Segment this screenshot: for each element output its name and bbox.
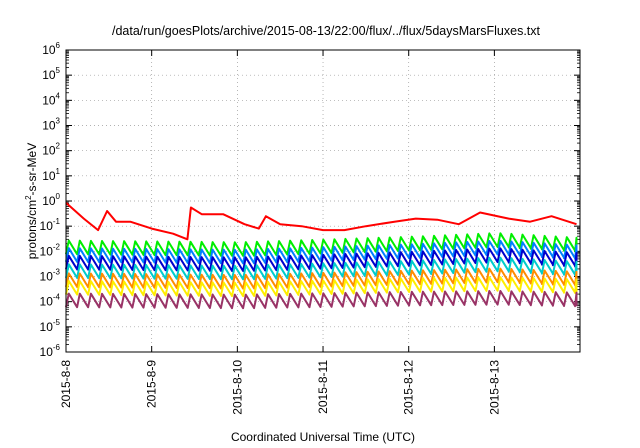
x-tick-label: 2015-8-13 xyxy=(487,360,501,415)
plot-frame xyxy=(65,49,581,353)
series-line-3 xyxy=(65,239,578,265)
series-line-2 xyxy=(65,232,578,257)
y-tick-label: 102 xyxy=(42,142,60,158)
x-tick-label: 2015-8-8 xyxy=(59,360,73,408)
y-tick-label: 104 xyxy=(42,91,60,107)
x-tick-label: 2015-8-10 xyxy=(230,360,244,415)
series-group xyxy=(65,202,578,310)
series-line-7 xyxy=(65,276,578,298)
y-tick-label: 10-1 xyxy=(40,217,61,233)
x-tick-label: 2015-8-12 xyxy=(402,360,416,415)
y-axis-label-suffix: -s-sr-MeV xyxy=(25,143,39,196)
y-tick-label: 105 xyxy=(42,66,60,82)
y-tick-label: 10-5 xyxy=(40,318,61,334)
series-line-1 xyxy=(65,202,577,241)
x-axis: 2015-8-8 2015-8-9 2015-8-10 2015-8-11 2015-8… xyxy=(59,50,501,415)
y-tick-label: 10-2 xyxy=(40,242,61,258)
y-tick-label: 10-6 xyxy=(40,343,61,359)
x-tick-label: 2015-8-11 xyxy=(316,360,330,414)
series-line-6 xyxy=(65,267,578,290)
series-line-8 xyxy=(65,290,578,310)
y-tick-label: 103 xyxy=(42,117,60,133)
x-axis-label: Coordinated Universal Time (UTC) xyxy=(231,430,415,444)
series-line-4 xyxy=(65,247,578,272)
y-tick-label: 100 xyxy=(42,192,60,208)
y-tick-label: 101 xyxy=(42,167,60,183)
y-tick-label: 10-4 xyxy=(40,293,61,309)
y-tick-label: 10-3 xyxy=(40,268,61,284)
series-line-5 xyxy=(65,256,578,281)
chart-title: /data/run/goesPlots/archive/2015-08-13/2… xyxy=(112,24,541,38)
y-axis-label: protons/cm2-s-sr-MeV xyxy=(24,143,39,259)
y-axis-label-prefix: protons/cm xyxy=(25,200,39,259)
y-tick-label: 106 xyxy=(42,41,60,57)
x-tick-label: 2015-8-9 xyxy=(145,360,159,408)
y-axis: 10-6 10-5 10-4 10-3 10-2 10-1 100 101 102 103 104 1… xyxy=(40,41,580,359)
y-axis-label-sup: 2 xyxy=(24,195,33,200)
